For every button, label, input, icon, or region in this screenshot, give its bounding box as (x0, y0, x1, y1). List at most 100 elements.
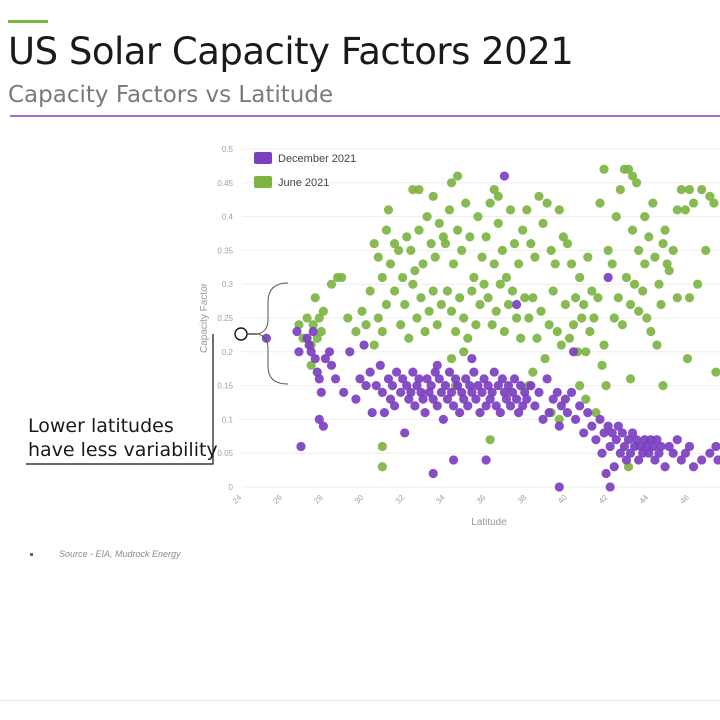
data-point (629, 279, 640, 289)
data-point (534, 191, 544, 201)
data-point (613, 293, 623, 303)
data-point (377, 272, 387, 283)
data-point (343, 313, 353, 323)
data-point (587, 286, 597, 296)
data-point (448, 455, 459, 465)
data-point (477, 387, 487, 397)
data-point (465, 232, 475, 242)
y-axis-label: Capacity Factor (199, 282, 210, 353)
x-axis-ticks: 24 26 28 30 32 34 36 38 40 42 44 46 (231, 493, 692, 506)
data-point (585, 326, 595, 337)
data-point (385, 394, 396, 404)
data-point (389, 401, 400, 411)
data-point (485, 198, 495, 208)
data-point (410, 266, 420, 276)
data-point (463, 333, 473, 343)
data-point (471, 394, 481, 404)
data-point (320, 353, 330, 364)
data-point (369, 239, 379, 249)
data-point (446, 353, 457, 364)
data-point (619, 441, 630, 452)
data-point (489, 367, 499, 377)
data-point (511, 313, 522, 323)
data-point (369, 340, 379, 350)
data-point (479, 374, 489, 384)
page-subtitle: Capacity Factors vs Latitude (8, 82, 334, 108)
data-point (656, 441, 666, 452)
data-point (518, 401, 528, 411)
data-point (658, 239, 668, 249)
data-point (538, 218, 548, 228)
data-point (634, 455, 644, 465)
data-point (621, 272, 632, 283)
y-tick-label: 0.15 (217, 382, 233, 391)
data-point (391, 367, 402, 377)
data-point (575, 401, 585, 411)
data-point (314, 414, 324, 424)
data-point (609, 313, 619, 323)
data-point (387, 381, 398, 391)
data-point (450, 326, 461, 337)
data-point (432, 320, 442, 330)
data-point (473, 381, 483, 391)
data-point (469, 272, 479, 283)
data-point (668, 245, 678, 255)
data-point (389, 239, 400, 249)
data-point (676, 455, 686, 465)
data-point (314, 313, 324, 323)
x-tick-label: 46 (678, 493, 691, 506)
data-point (648, 198, 658, 208)
data-point (556, 401, 566, 411)
data-point (469, 367, 479, 377)
data-point (650, 455, 660, 465)
data-point (528, 293, 538, 303)
y-tick-label: 0.5 (222, 145, 234, 154)
data-point (448, 259, 459, 269)
data-point (493, 381, 503, 391)
y-tick-label: 0.25 (217, 314, 233, 323)
data-point (511, 299, 522, 310)
data-point (684, 441, 695, 452)
annotation-bracket (26, 282, 289, 465)
data-point (412, 313, 422, 323)
data-point (430, 252, 440, 262)
data-point (530, 401, 540, 411)
data-point (361, 381, 371, 391)
data-point (365, 286, 375, 296)
data-point (324, 347, 335, 357)
data-point (306, 347, 316, 357)
data-point (457, 245, 467, 255)
data-point (481, 232, 491, 242)
data-point (296, 441, 306, 452)
data-point (680, 205, 691, 215)
annotation-line-2: have less variability (28, 439, 218, 461)
data-point (316, 326, 326, 337)
data-point (646, 326, 656, 337)
data-point (365, 367, 375, 377)
data-point (326, 360, 337, 370)
data-point (597, 360, 607, 370)
data-point (463, 401, 473, 411)
data-point (648, 441, 658, 452)
data-point (432, 360, 442, 370)
data-point (713, 455, 720, 465)
data-point (656, 299, 666, 310)
legend-swatch-june (254, 176, 272, 188)
x-tick-label: 24 (231, 493, 244, 506)
data-point (442, 286, 453, 296)
data-point (654, 279, 664, 289)
data-point (389, 286, 400, 296)
data-point (644, 448, 654, 458)
data-point (595, 198, 605, 208)
data-point (497, 374, 507, 384)
data-point (459, 394, 469, 404)
legend-label-december: December 2021 (278, 153, 356, 165)
data-point (603, 421, 613, 431)
data-point (481, 455, 491, 465)
data-point (438, 414, 448, 424)
y-tick-label: 0.45 (217, 179, 233, 188)
data-point (505, 205, 516, 215)
data-point (473, 212, 483, 222)
data-point (581, 394, 591, 404)
data-point (351, 394, 361, 404)
